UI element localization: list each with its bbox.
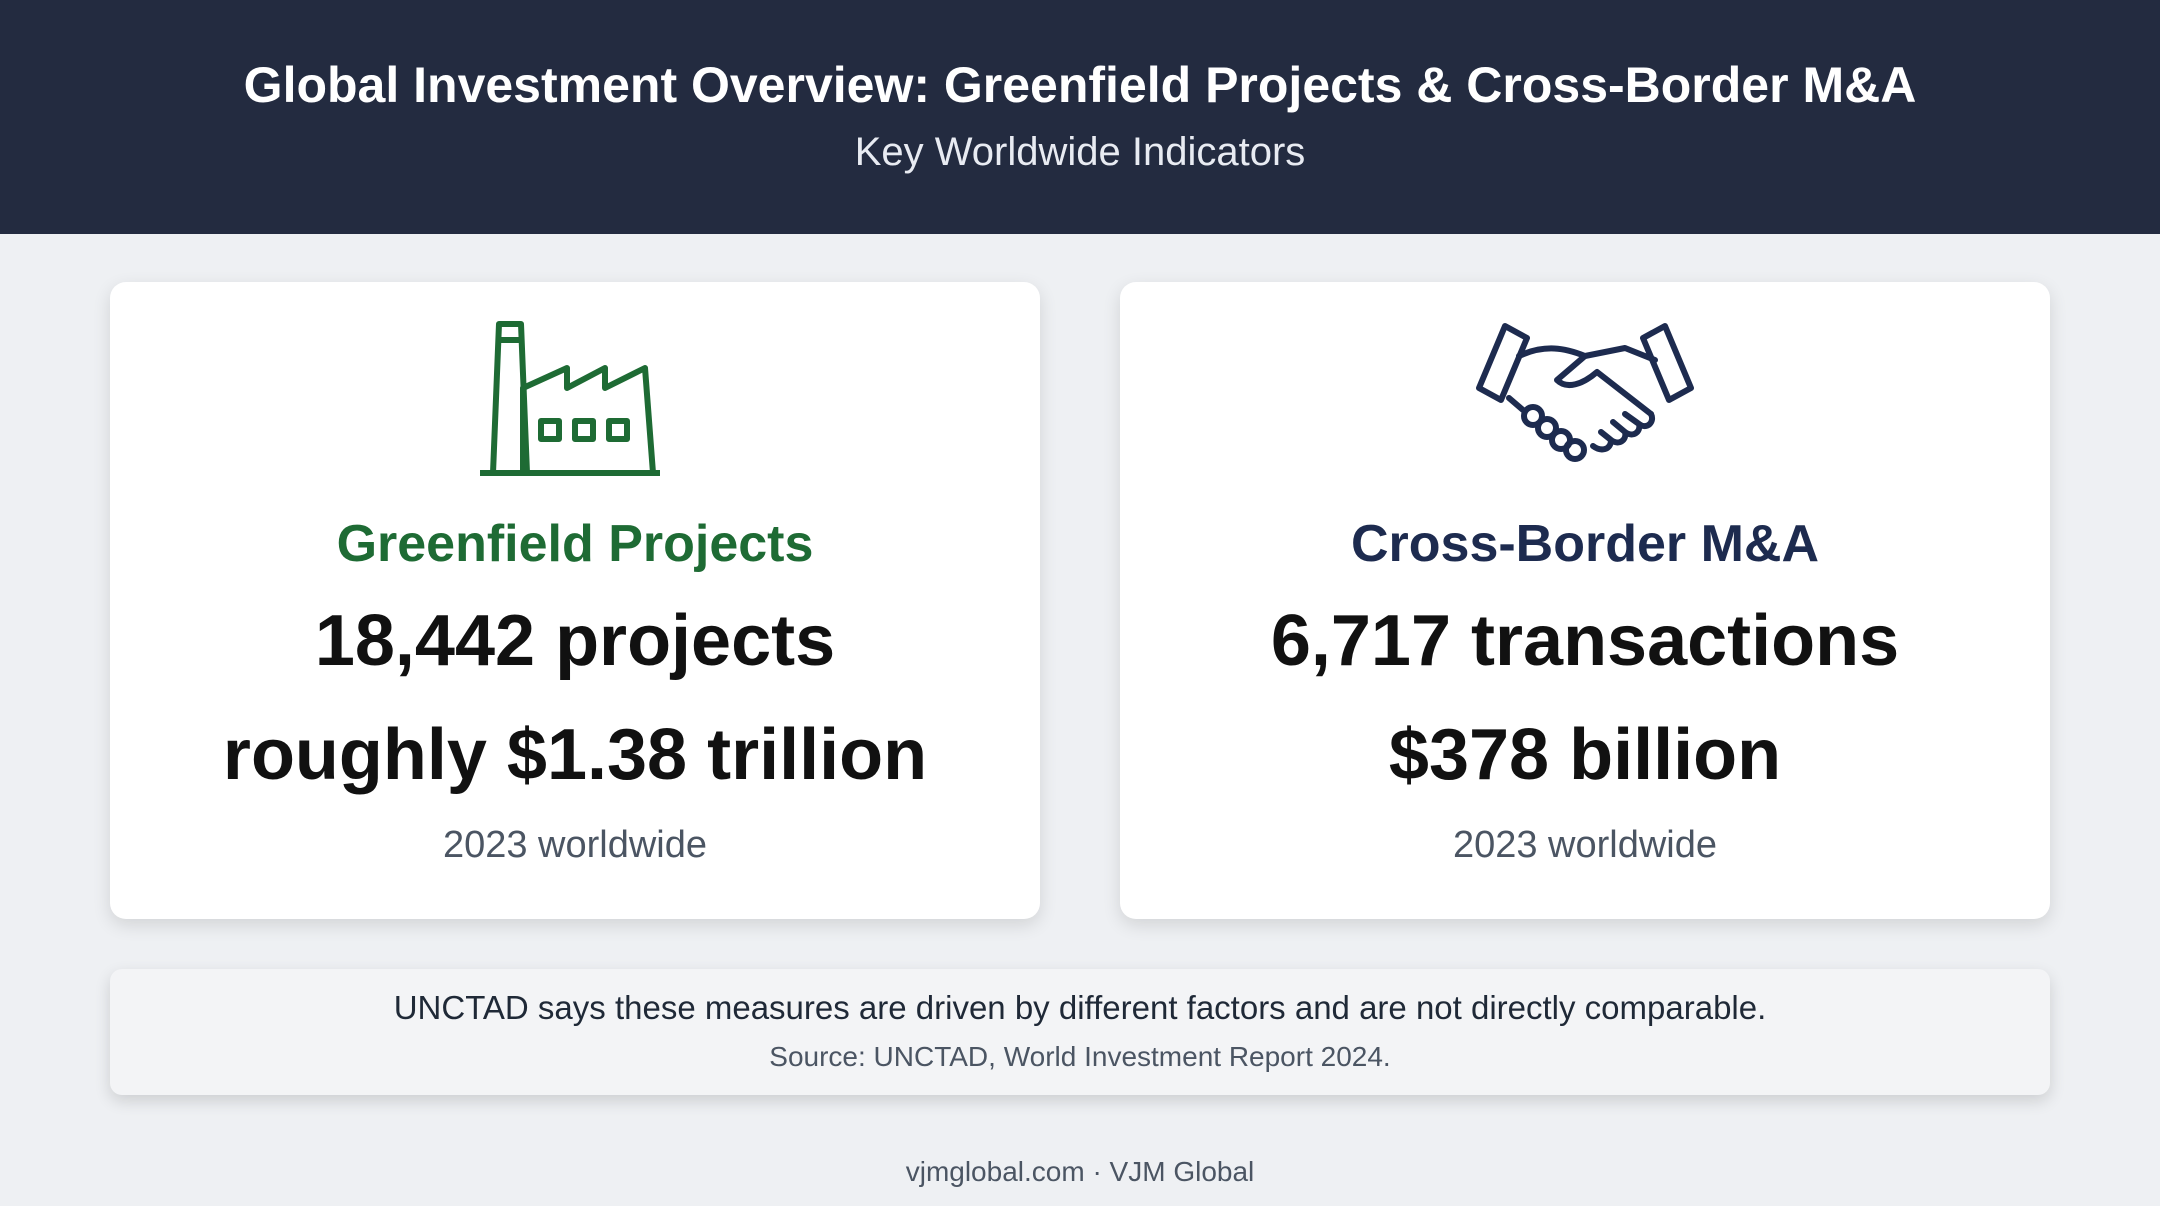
card-heading: Greenfield Projects	[336, 515, 814, 573]
footer: vjmglobal.com · VJM Global	[905, 1156, 1255, 1187]
mna-card: Cross-Border M&A 6,717 transactions $378…	[1120, 282, 2050, 919]
notice-box: UNCTAD says these measures are driven by…	[110, 969, 2050, 1095]
source: Source: UNCTAD, World Investment Report …	[769, 1041, 1391, 1072]
card-note: 2023 worldwide	[442, 824, 708, 866]
subtitle: Key Worldwide Indicators	[854, 130, 1306, 174]
card-value: $378 billion	[1388, 715, 1782, 795]
title: Global Investment Overview: Greenfield P…	[243, 57, 1917, 113]
card-note: 2023 worldwide	[1452, 824, 1718, 866]
notice-text: UNCTAD says these measures are driven by…	[393, 989, 1767, 1026]
greenfield-card: Greenfield Projects 18,442 projects roug…	[110, 282, 1040, 919]
card-count: 18,442 projects	[314, 601, 836, 681]
factory-icon	[480, 321, 660, 476]
card-heading: Cross-Border M&A	[1350, 515, 1820, 573]
handshake-icon	[1476, 323, 1694, 462]
card-value: roughly $1.38 trillion	[222, 715, 928, 795]
card-count: 6,717 transactions	[1270, 601, 1900, 681]
header: Global Investment Overview: Greenfield P…	[0, 0, 2160, 234]
